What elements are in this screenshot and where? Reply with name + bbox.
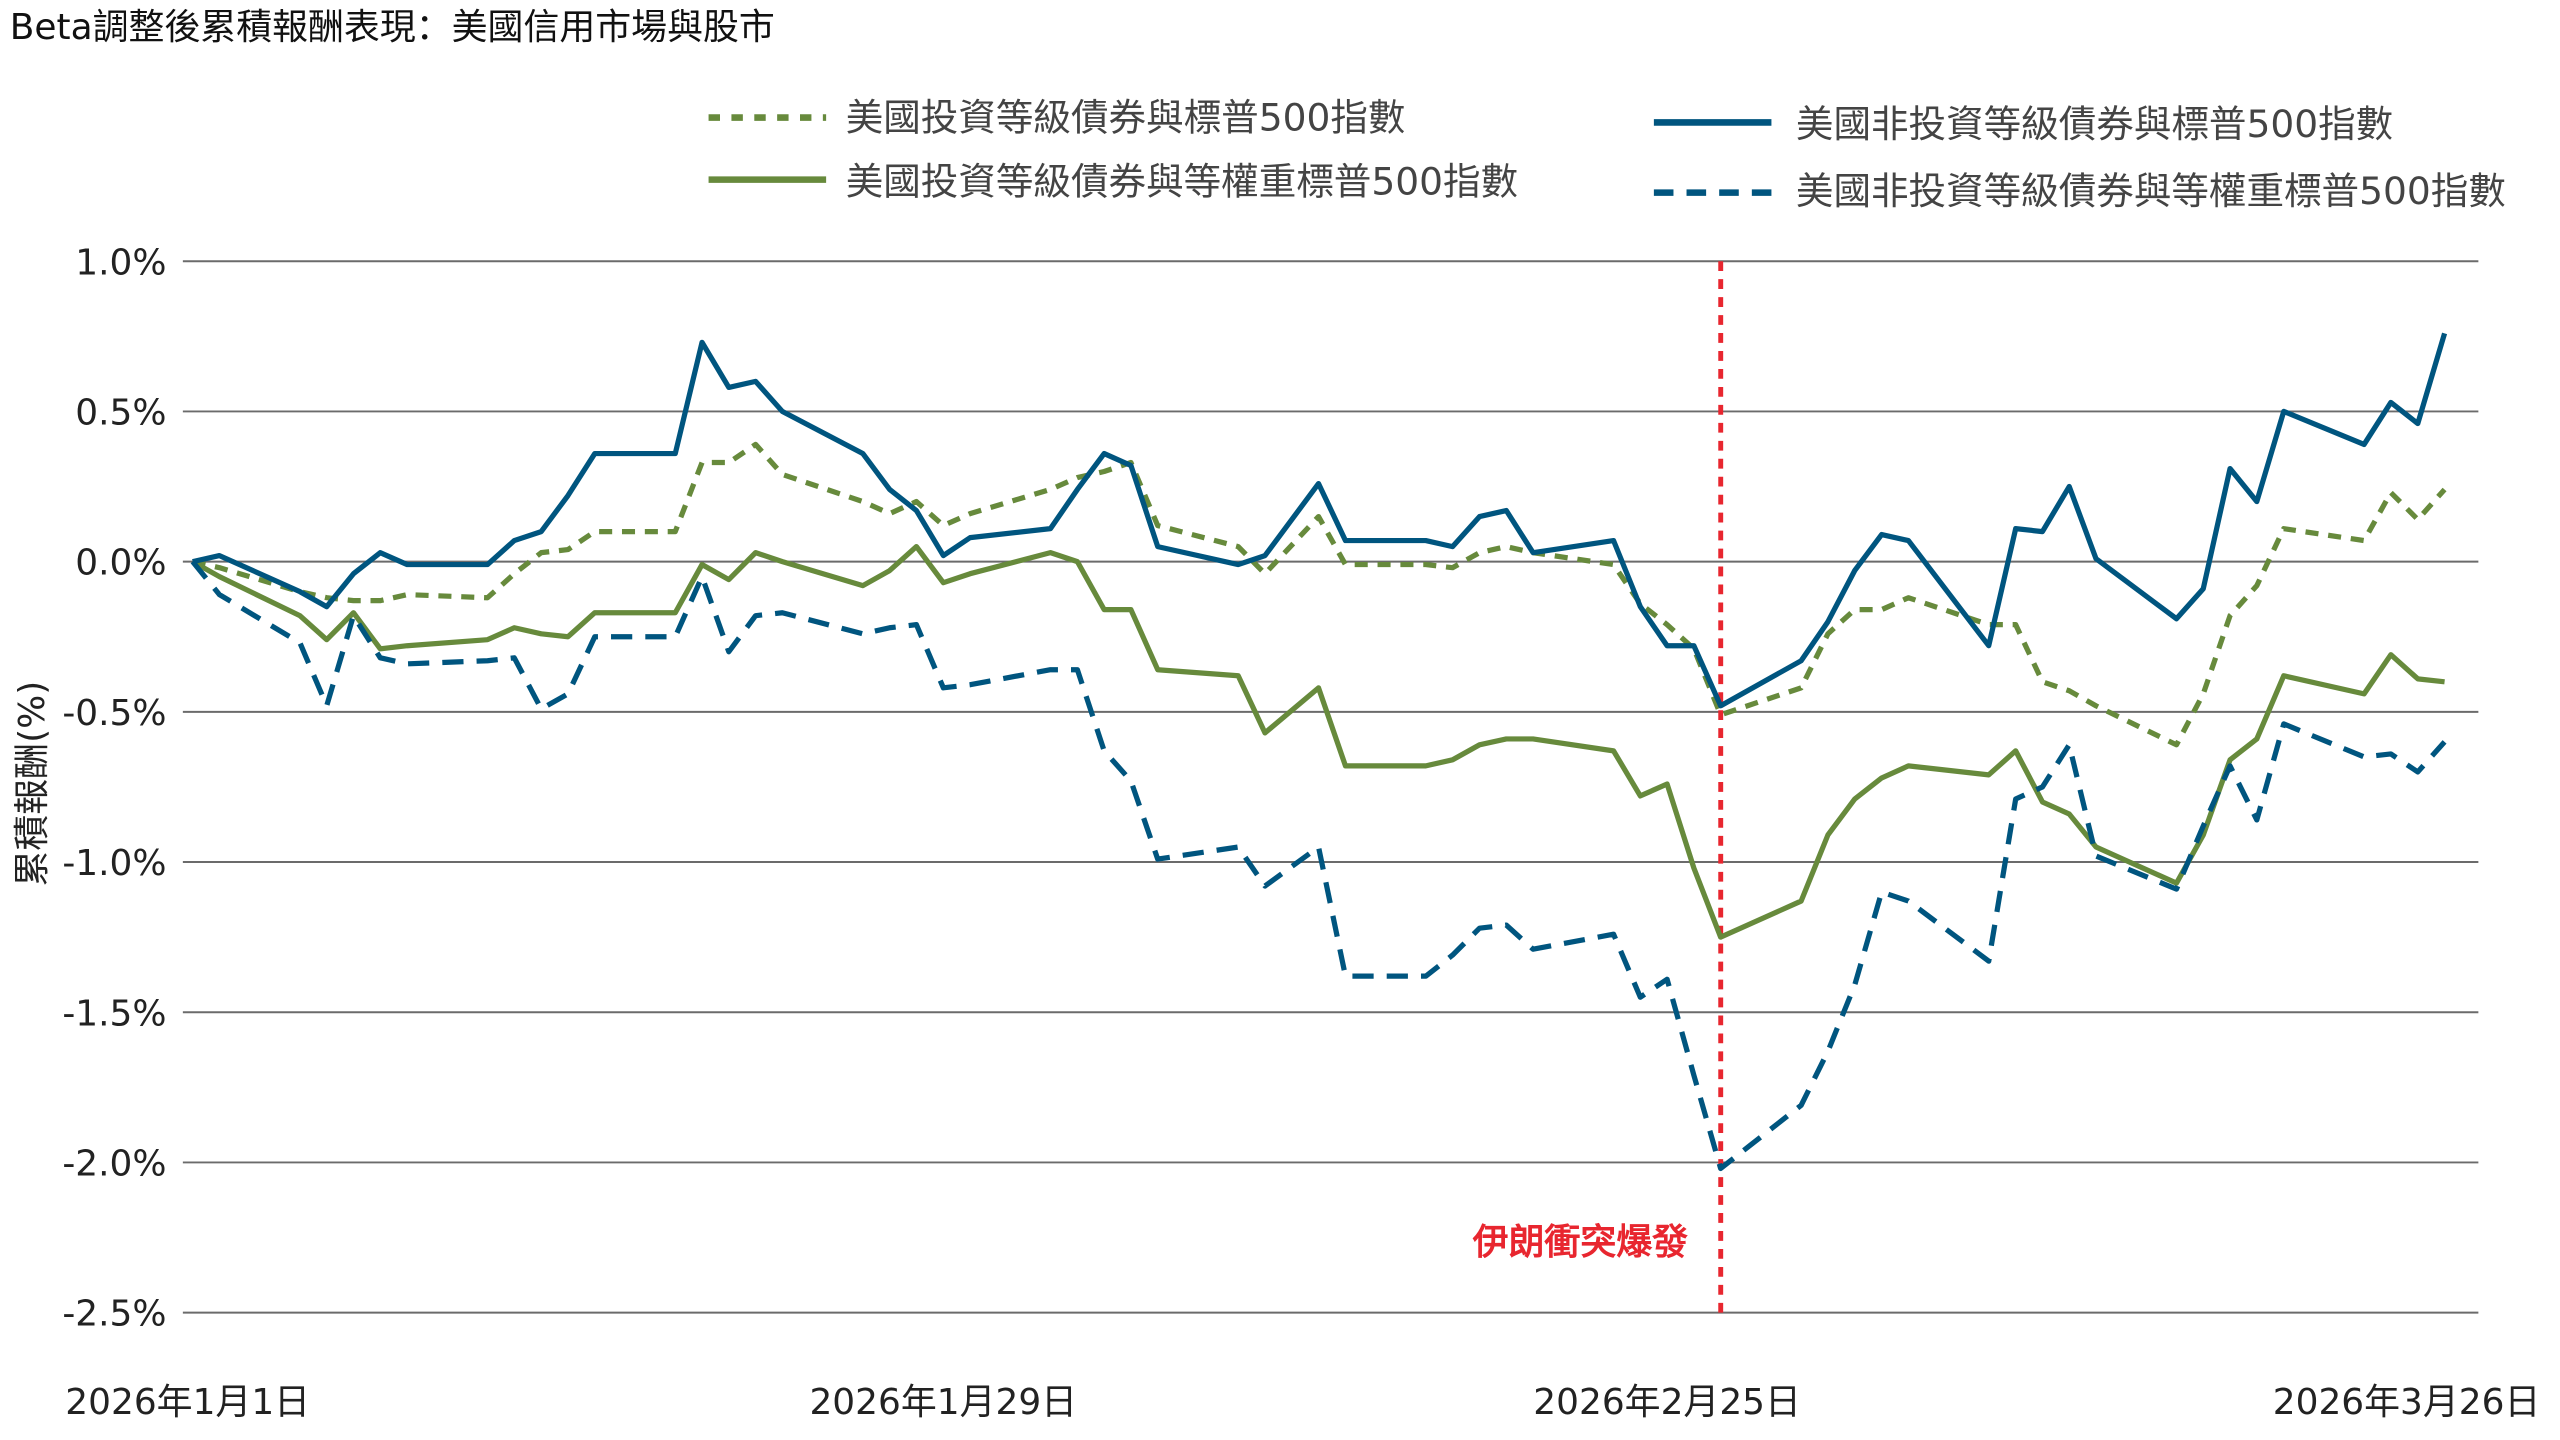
y-tick-label: 1.0%	[75, 242, 166, 283]
x-axis-ticks: 2026年1月1日 2026年1月29日 2026年2月25日 2026年3月26日	[65, 1382, 2540, 1423]
chart-title: Beta調整後累積報酬表現：美國信用市場與股市	[10, 7, 775, 48]
y-tick-label: -0.5%	[62, 693, 166, 734]
legend-label-hy-sp500: 美國非投資等級債券與標普500指數	[1796, 102, 2393, 146]
series-ig-equal-weight-line	[191, 543, 2445, 940]
event-annotation: 伊朗衝突爆發	[1472, 1222, 1689, 1263]
series-lines	[190, 332, 2448, 1172]
y-tick-label: -2.0%	[62, 1144, 166, 1185]
x-tick-label: 2026年1月29日	[809, 1382, 1077, 1423]
x-tick-label: 2026年2月25日	[1533, 1382, 1801, 1423]
legend-label-ig-equal-weight: 美國投資等級債券與等權重標普500指數	[846, 159, 1518, 203]
y-tick-label: -1.0%	[62, 843, 166, 884]
series-ig-sp500-line	[192, 441, 2447, 748]
legend-label-ig-sp500: 美國投資等級債券與標普500指數	[846, 96, 1406, 140]
x-tick-label: 2026年1月1日	[65, 1382, 310, 1423]
legend: 美國投資等級債券與標普500指數 美國投資等級債券與等權重標普500指數 美國非…	[708, 96, 2506, 213]
series-hy-sp500-line	[192, 332, 2448, 709]
y-tick-label: 0.5%	[75, 392, 166, 433]
x-tick-label: 2026年3月26日	[2273, 1382, 2541, 1423]
y-tick-label: -2.5%	[62, 1294, 166, 1335]
series-hy-equal-weight-line	[190, 559, 2447, 1172]
y-tick-label: -1.5%	[62, 993, 166, 1034]
legend-label-hy-equal-weight: 美國非投資等級債券與等權重標普500指數	[1796, 169, 2506, 213]
gridlines	[182, 260, 2479, 1314]
y-tick-label: 0.0%	[75, 543, 166, 584]
y-axis-ticks: 1.0% 0.5% 0.0% -0.5% -1.0% -1.5% -2.0% -2.5%	[62, 242, 166, 1334]
y-axis-label: 累積報酬(%)	[12, 681, 53, 887]
